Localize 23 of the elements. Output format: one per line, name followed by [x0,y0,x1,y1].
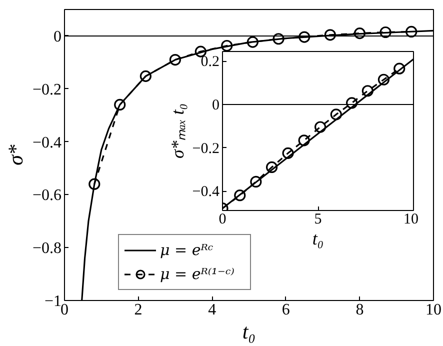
x-tick-label: 6 [282,302,290,318]
y-tick-label: −0.8 [32,240,62,258]
y-tick-label: 0.2 [200,54,220,70]
y-tick-label: −0.2 [192,140,220,157]
x-tick-label: 5 [314,212,322,228]
y-axis-title: σ* [3,144,28,166]
y-tick-label: −1 [44,293,62,310]
y-axis-title: σ*ₘₐₓ t₀ [167,103,188,159]
y-tick-label: −0.2 [32,81,62,98]
x-tick-label: 4 [208,302,216,318]
x-axis-title: t₀ [312,228,324,248]
y-tick-label: −0.4 [32,134,62,152]
x-axis-title: t₀ [242,320,256,344]
x-tick-label: 10 [404,212,418,228]
y-tick-label: −0.4 [192,184,220,200]
x-tick-label: 10 [426,302,442,318]
y-tick-label: 0 [212,98,220,114]
legend-label: μ = eᴿ⁽¹⁻ᶜ⁾ [160,264,236,284]
legend-label: μ = eᴿᶜ [160,240,214,260]
y-tick-label: −0.6 [32,187,62,204]
y-tick-label: 0 [54,28,62,46]
x-tick-label: 8 [356,302,364,318]
x-tick-label: 2 [134,302,142,318]
